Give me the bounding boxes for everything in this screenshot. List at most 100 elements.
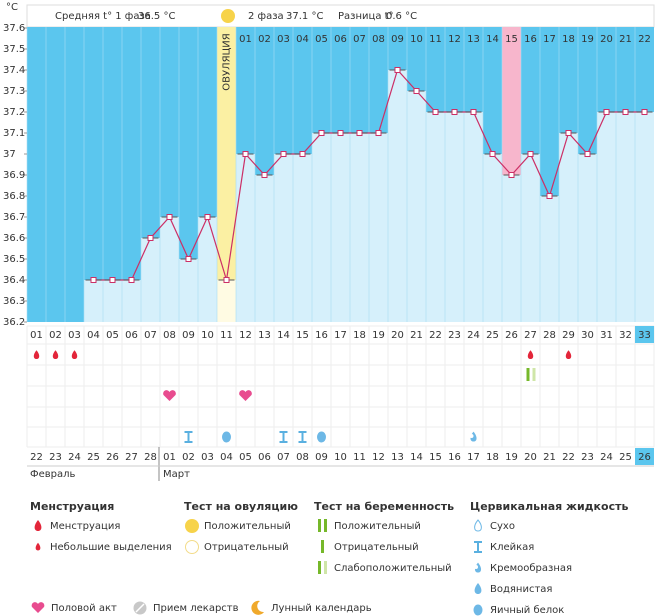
dpo-label: 11 [429, 34, 442, 45]
date-label: 22 [562, 452, 575, 463]
cycle-day: 24 [467, 330, 480, 341]
dpo-label: 20 [600, 34, 613, 45]
dpo-label: 16 [524, 34, 537, 45]
temp-point [375, 130, 382, 136]
ovulation-label: ОВУЛЯЦИЯ [222, 33, 233, 91]
legend-item: Лунный календарь [271, 603, 372, 614]
drop-icon [35, 542, 41, 551]
header-value: 37.1 °C [286, 11, 323, 22]
date-label: 07 [277, 452, 290, 463]
header-text: Разница t° [338, 11, 394, 22]
temp-point [204, 214, 211, 220]
dpo-label: 13 [467, 34, 480, 45]
cycle-day: 17 [334, 330, 347, 341]
temp-bar [160, 217, 179, 322]
date-label: 25 [619, 452, 632, 463]
cycle-day: 31 [600, 330, 613, 341]
test-bar [318, 519, 321, 532]
eggwhite-icon [317, 431, 326, 443]
temp-point [356, 130, 363, 136]
moon-icon [251, 600, 264, 615]
temp-point [90, 277, 97, 283]
temp-bar [179, 259, 198, 322]
cycle-day: 12 [239, 330, 252, 341]
date-label: 23 [581, 452, 594, 463]
creamy-curl [469, 434, 474, 438]
creamy-curl [474, 565, 478, 569]
ov-neg-icon [185, 540, 199, 554]
date-label: 12 [372, 452, 385, 463]
dpo-label: 09 [391, 34, 404, 45]
y-tick-label: 37.5 [3, 44, 25, 55]
temp-bar [597, 112, 616, 322]
heart-icon [31, 602, 45, 613]
cycle-day: 04 [87, 330, 100, 341]
date-label: 18 [486, 452, 499, 463]
y-tick-label: 36.3 [3, 296, 25, 307]
temp-bar [635, 112, 654, 322]
sticky-icon [279, 431, 288, 443]
dpo-label: 02 [258, 34, 271, 45]
today-box [635, 448, 654, 465]
date-label: 10 [334, 452, 347, 463]
temp-bar [84, 280, 103, 322]
today-box [635, 326, 654, 343]
temp-point [223, 277, 230, 283]
dpo-label: 04 [296, 34, 309, 45]
temp-point [622, 109, 629, 115]
temp-point [261, 172, 268, 178]
sticky-icon [474, 541, 482, 553]
date-label: 03 [201, 452, 214, 463]
y-tick-label: 37.4 [3, 65, 25, 76]
legend-item: Менструация [50, 521, 120, 532]
date-label: 28 [144, 452, 157, 463]
y-tick-label: 37.6 [3, 23, 25, 34]
cycle-day: 08 [163, 330, 176, 341]
cycle-day: 25 [486, 330, 499, 341]
header-value: 0.6 °C [386, 11, 417, 22]
temp-point [185, 256, 192, 262]
temp-point [147, 235, 154, 241]
cycle-day: 14 [277, 330, 290, 341]
heart-icon [239, 390, 252, 401]
dpo-label: 12 [448, 34, 461, 45]
date-label: 14 [410, 452, 423, 463]
date-label: 26 [106, 452, 119, 463]
temp-point [527, 151, 534, 157]
legend-title: Менструация [30, 500, 114, 513]
date-label: 02 [182, 452, 195, 463]
temp-bar [388, 70, 407, 322]
cycle-day: 27 [524, 330, 537, 341]
cycle-day: 10 [201, 330, 214, 341]
cycle-day: 07 [144, 330, 157, 341]
cycle-day: 28 [543, 330, 556, 341]
dpo-label: 21 [619, 34, 632, 45]
legend-item: Отрицательный [334, 542, 419, 553]
temp-bar [331, 133, 350, 322]
cycle-day: 05 [106, 330, 119, 341]
temp-bar [103, 280, 122, 322]
cycle-day: 09 [182, 330, 195, 341]
dpo-label: 10 [410, 34, 423, 45]
temp-bar [407, 91, 426, 322]
dpo-label: 06 [334, 34, 347, 45]
cycle-day: 23 [448, 330, 461, 341]
temp-point [280, 151, 287, 157]
temp-bar [540, 196, 559, 322]
header-value: 36.5 °C [138, 11, 175, 22]
cycle-day: 01 [30, 330, 43, 341]
temp-point [489, 151, 496, 157]
temp-bar [483, 154, 502, 322]
date-label: 06 [258, 452, 271, 463]
date-label: 04 [220, 452, 233, 463]
dpo-label: 22 [638, 34, 651, 45]
dpo-label: 07 [353, 34, 366, 45]
date-label: 08 [296, 452, 309, 463]
drop-icon [71, 350, 78, 359]
temp-bar [369, 133, 388, 322]
temp-bar [122, 280, 141, 322]
temp-point [128, 277, 135, 283]
cycle-day: 16 [315, 330, 328, 341]
test-bar [324, 519, 327, 532]
legend-item: Положительный [204, 521, 291, 532]
